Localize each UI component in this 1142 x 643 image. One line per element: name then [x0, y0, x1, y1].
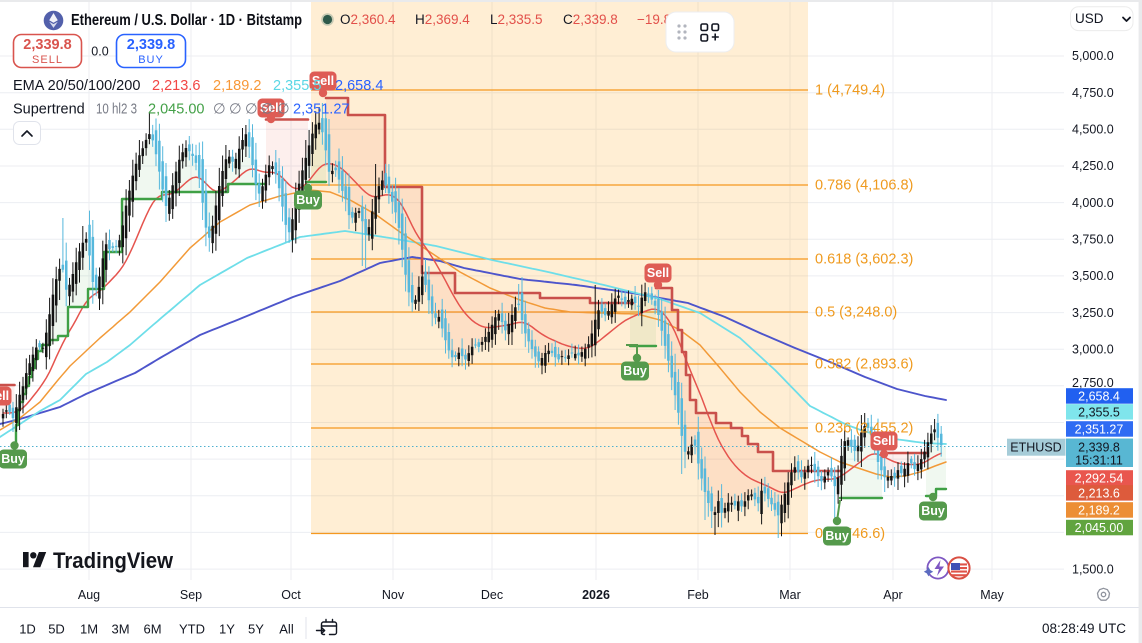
svg-text:0.382 (2,893.6): 0.382 (2,893.6) [815, 357, 913, 373]
svg-text:Buy: Buy [296, 193, 320, 207]
svg-text:2,658.4: 2,658.4 [1078, 390, 1120, 404]
svg-text:4,250.0: 4,250.0 [1072, 159, 1114, 173]
svg-text:2,355.5: 2,355.5 [1078, 405, 1120, 419]
svg-text:Mar: Mar [779, 588, 801, 602]
svg-text:4,000.0: 4,000.0 [1072, 196, 1114, 210]
svg-text:2,045.00: 2,045.00 [1075, 521, 1124, 535]
svg-text:SELL: SELL [32, 54, 63, 66]
svg-text:1D: 1D [19, 622, 36, 637]
svg-text:2,213.6: 2,213.6 [1078, 486, 1120, 500]
svg-text:1 (4,749.4): 1 (4,749.4) [815, 83, 885, 99]
svg-text:Nov: Nov [382, 588, 405, 602]
svg-text:0.5 (3,248.0): 0.5 (3,248.0) [815, 305, 897, 321]
svg-text:1,500.0: 1,500.0 [1072, 562, 1114, 576]
svg-text:Oct: Oct [281, 588, 301, 602]
svg-text:Feb: Feb [687, 588, 709, 602]
svg-text:TradingView: TradingView [53, 548, 174, 573]
svg-text:ETHUSD: ETHUSD [1010, 441, 1061, 455]
svg-text:Buy: Buy [623, 364, 647, 378]
svg-text:3,500.0: 3,500.0 [1072, 269, 1114, 283]
svg-text:Ethereum / U.S. Dollar · 1D ·: Ethereum / U.S. Dollar · 1D · Bitstamp [71, 12, 302, 29]
svg-text:YTD: YTD [179, 622, 205, 637]
svg-text:0.618 (3,602.3): 0.618 (3,602.3) [815, 252, 913, 268]
svg-text:1M: 1M [80, 622, 98, 637]
svg-text:0.0: 0.0 [91, 45, 108, 59]
svg-text:Dec: Dec [481, 588, 503, 602]
svg-text:Sell: Sell [260, 101, 282, 115]
svg-text:3,250.0: 3,250.0 [1072, 306, 1114, 320]
svg-text:08:28:49 UTC: 08:28:49 UTC [1042, 621, 1126, 636]
svg-text:2,339.8: 2,339.8 [23, 37, 71, 53]
svg-text:Sep: Sep [180, 588, 202, 602]
svg-text:2,339.8: 2,339.8 [1078, 441, 1120, 455]
svg-text:USD: USD [1075, 11, 1104, 26]
svg-text:May: May [980, 588, 1004, 602]
svg-text:2,750.0: 2,750.0 [1072, 376, 1114, 390]
svg-text:2,292.54: 2,292.54 [1075, 472, 1124, 486]
svg-text:5,000.0: 5,000.0 [1072, 49, 1114, 63]
svg-text:2,351.27: 2,351.27 [1075, 423, 1124, 437]
svg-text:2,189.2: 2,189.2 [1078, 504, 1120, 518]
svg-text:Apr: Apr [883, 588, 902, 602]
svg-text:2026: 2026 [582, 588, 610, 602]
svg-text:4,500.0: 4,500.0 [1072, 123, 1114, 137]
svg-text:2,339.8: 2,339.8 [127, 37, 175, 53]
svg-text:5Y: 5Y [248, 622, 264, 637]
svg-text:0.236 (2,455.2): 0.236 (2,455.2) [815, 421, 913, 437]
svg-text:Sell: Sell [312, 74, 334, 88]
svg-text:3,000.0: 3,000.0 [1072, 342, 1114, 356]
svg-text:Sell: Sell [647, 266, 669, 280]
svg-text:15:31:11: 15:31:11 [1075, 454, 1123, 468]
svg-text:All: All [279, 622, 294, 637]
svg-text:Buy: Buy [1, 452, 25, 466]
svg-text:Sell: Sell [0, 389, 9, 403]
svg-text:3,750.0: 3,750.0 [1072, 232, 1114, 246]
svg-text:4,750.0: 4,750.0 [1072, 86, 1114, 100]
svg-text:3M: 3M [111, 622, 129, 637]
svg-text:6M: 6M [143, 622, 161, 637]
svg-text:Aug: Aug [78, 588, 100, 602]
svg-text:5D: 5D [48, 622, 65, 637]
svg-text:Buy: Buy [921, 504, 945, 518]
svg-text:BUY: BUY [138, 54, 164, 66]
svg-text:Buy: Buy [825, 529, 849, 543]
svg-text:0.786 (4,106.8): 0.786 (4,106.8) [815, 178, 913, 194]
svg-text:1Y: 1Y [219, 622, 235, 637]
svg-text:Sell: Sell [873, 434, 895, 448]
svg-text:O2,360.4H2,369.4L2,335.5C2,339: O2,360.4H2,369.4L2,335.5C2,339.8−19.8 (−… [340, 12, 730, 27]
